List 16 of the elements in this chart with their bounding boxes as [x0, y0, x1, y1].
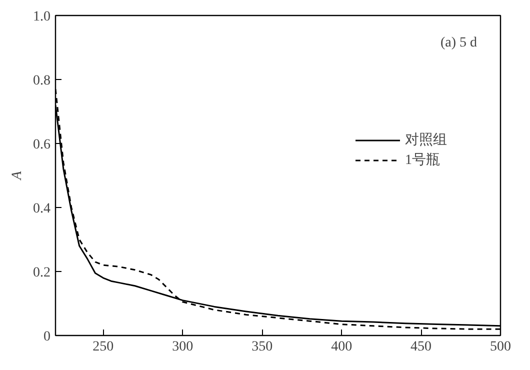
x-tick-label: 450	[410, 340, 432, 354]
x-tick-label: 250	[92, 340, 114, 354]
y-tick-label: 0.6	[33, 138, 50, 152]
x-tick-label: 350	[252, 340, 273, 354]
x-tick-label: 400	[331, 340, 352, 354]
y-tick-label: 0.8	[33, 74, 50, 88]
x-tick-label: 500	[490, 340, 511, 354]
legend-label: 对照组	[405, 132, 447, 149]
legend-label: 1号瓶	[405, 152, 440, 169]
y-tick-label: 0	[44, 330, 50, 344]
y-tick-label: 1.0	[33, 10, 50, 24]
y-tick-label: 0.4	[33, 202, 50, 216]
y-tick-label: 0.2	[33, 266, 50, 280]
y-axis-title: A	[10, 170, 25, 181]
x-tick-label: 300	[172, 340, 194, 354]
annotation: (a) 5 d	[440, 36, 478, 50]
